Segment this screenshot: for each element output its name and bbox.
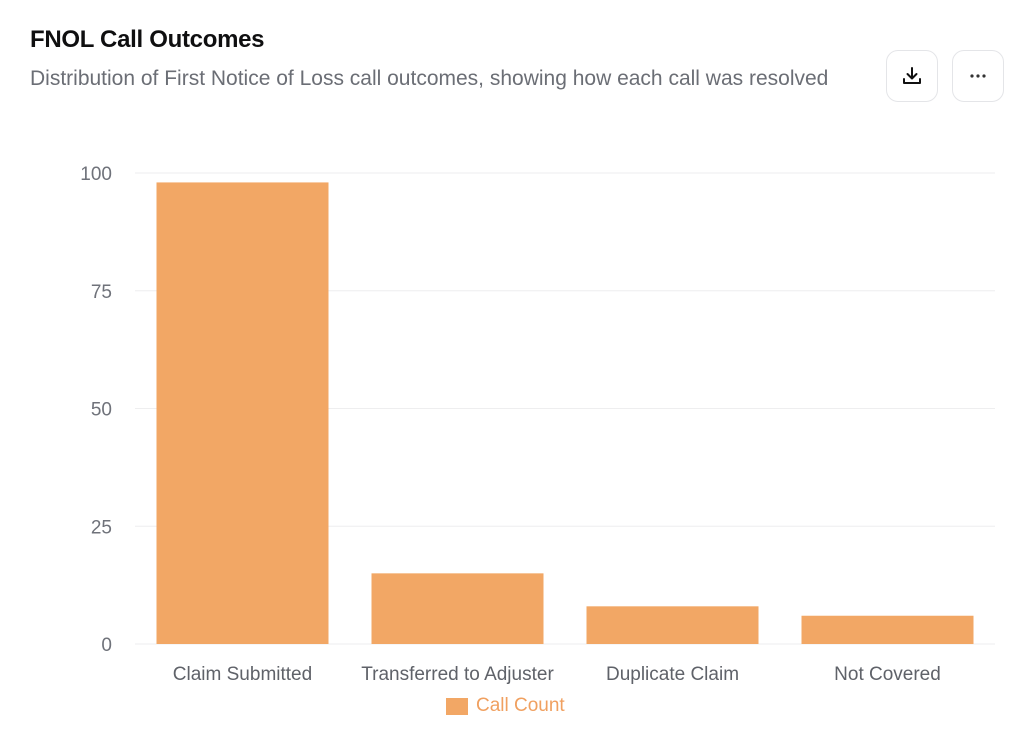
y-tick-label: 75 bbox=[91, 282, 112, 303]
y-axis-ticks: 0 25 50 75 100 bbox=[80, 164, 112, 656]
x-category-label: Not Covered bbox=[834, 664, 941, 685]
legend-label: Call Count bbox=[476, 695, 565, 716]
more-options-button[interactable] bbox=[952, 50, 1004, 102]
more-horizontal-icon bbox=[970, 74, 986, 78]
bar[interactable] bbox=[801, 615, 974, 644]
legend[interactable]: Call Count bbox=[446, 695, 565, 717]
bar[interactable] bbox=[371, 573, 544, 644]
x-category-label: Duplicate Claim bbox=[606, 664, 739, 685]
download-button[interactable] bbox=[886, 50, 938, 102]
bar[interactable] bbox=[586, 606, 759, 644]
bar[interactable] bbox=[156, 182, 329, 645]
y-tick-label: 50 bbox=[91, 400, 112, 421]
x-category-label: Transferred to Adjuster bbox=[361, 664, 554, 685]
x-category-label: Claim Submitted bbox=[173, 664, 312, 685]
legend-swatch bbox=[446, 697, 468, 715]
chart-subtitle: Distribution of First Notice of Loss cal… bbox=[30, 67, 829, 90]
chart-title: FNOL Call Outcomes bbox=[30, 26, 265, 53]
x-axis-labels: Claim Submitted Transferred to Adjuster Du… bbox=[173, 664, 941, 685]
y-tick-label: 100 bbox=[80, 164, 112, 185]
y-tick-label: 25 bbox=[91, 517, 112, 538]
download-icon bbox=[903, 67, 921, 84]
y-tick-label: 0 bbox=[101, 635, 112, 656]
bars bbox=[156, 182, 974, 645]
